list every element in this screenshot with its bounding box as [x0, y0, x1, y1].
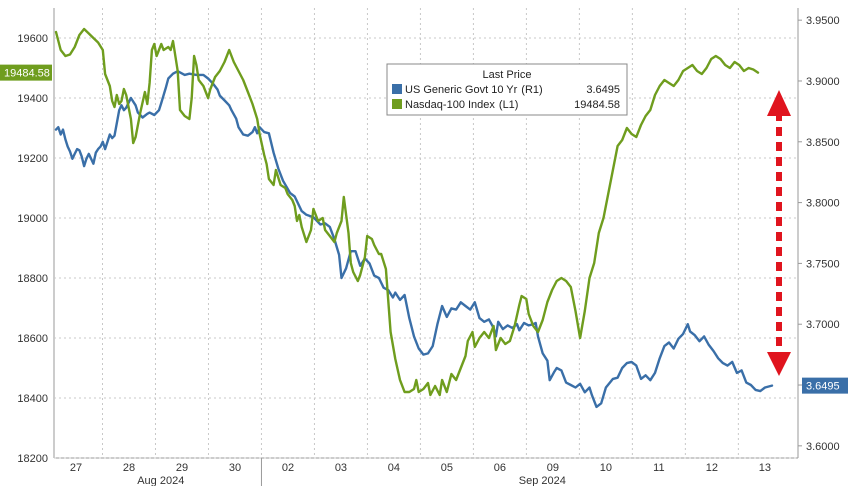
x-tick-label: 30	[229, 462, 241, 474]
x-tick-label: 29	[176, 462, 188, 474]
x-tick-label: 11	[653, 462, 664, 474]
legend-title: Last Price	[483, 69, 532, 81]
x-axis: 27 28 29 30 02 03 04 05 06 09 10 11 12 13 Aug 2024 Sep …	[70, 458, 771, 486]
legend-label-nasdaq: Nasdaq-100 Index (L1)	[405, 99, 518, 111]
x-tick-label: 12	[706, 462, 718, 474]
yield-last-value: 3.6495	[806, 381, 840, 393]
legend-value-yield: 3.6495	[586, 84, 620, 96]
arrow-down-head	[767, 352, 791, 376]
nasdaq-last-value: 19484.58	[4, 68, 50, 80]
left-tick-label: 18800	[17, 273, 48, 285]
legend-swatch-yield	[392, 84, 402, 94]
left-tick-label: 19000	[17, 213, 48, 225]
left-tick-label: 19400	[17, 93, 48, 105]
left-axis: 19600 19400 19200 19000 18800 18600 18400 18200	[17, 33, 48, 465]
left-tick-label: 18600	[17, 333, 48, 345]
x-tick-label: 09	[547, 462, 559, 474]
right-tick-label: 3.6000	[806, 441, 840, 453]
nasdaq-series-line	[54, 27, 760, 397]
nasdaq-last-badge: 19484.58	[0, 64, 52, 81]
right-tick-label: 3.7000	[806, 319, 840, 331]
legend-label-yield: US Generic Govt 10 Yr (R1)	[405, 84, 543, 96]
x-tick-label: 04	[388, 462, 400, 474]
arrow-up-head	[767, 90, 791, 116]
left-tick-label: 19200	[17, 153, 48, 165]
x-tick-label: 13	[759, 462, 771, 474]
right-tick-label: 3.9500	[806, 15, 840, 27]
x-tick-label: 03	[335, 462, 347, 474]
x-tick-label: 28	[123, 462, 135, 474]
yield-last-badge: 3.6495	[802, 377, 848, 394]
left-tick-label: 18200	[17, 453, 48, 465]
series-lines	[54, 27, 774, 409]
legend: Last Price US Generic Govt 10 Yr (R1) 3.6…	[386, 63, 628, 116]
legend-value-nasdaq: 19484.58	[574, 99, 620, 111]
right-tick-label: 3.8500	[806, 137, 840, 149]
right-tick-label: 3.9000	[806, 76, 840, 88]
yield-series-line	[54, 70, 774, 409]
x-tick-label: 06	[494, 462, 506, 474]
right-tick-label: 3.7500	[806, 258, 840, 270]
range-arrow-annotation	[767, 90, 791, 376]
legend-box	[386, 63, 628, 116]
left-tick-label: 18400	[17, 393, 48, 405]
x-tick-label: 10	[600, 462, 612, 474]
month-label: Aug 2024	[137, 475, 184, 486]
x-tick-label: 05	[441, 462, 453, 474]
left-tick-label: 19600	[17, 33, 48, 45]
x-tick-label: 27	[70, 462, 82, 474]
right-tick-label: 3.8000	[806, 198, 840, 210]
x-tick-label: 02	[282, 462, 294, 474]
legend-swatch-nasdaq	[392, 99, 402, 109]
month-label: Sep 2024	[519, 475, 566, 486]
